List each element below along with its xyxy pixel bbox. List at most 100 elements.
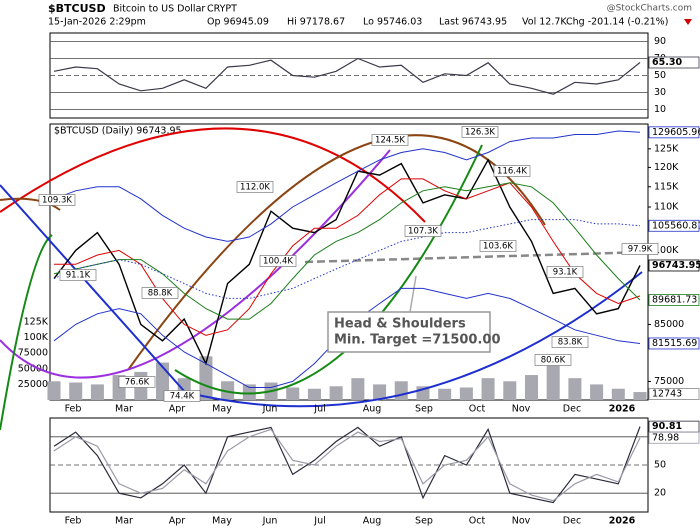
panel-frame [49,123,649,401]
price-label-box [551,336,589,348]
symbol: $BTCUSD [48,2,106,15]
price-label: 76.6K [125,378,150,388]
y-tick-label: 125K [654,143,679,154]
note-line: Min. Target =71500.00 [334,333,501,348]
last-value-label: 129605.96 [652,127,700,138]
price-label-box [38,194,76,206]
price-label: 112.0K [240,183,270,193]
last-value-box [648,337,700,350]
price-label-box [371,134,409,146]
volume-bar [611,388,625,400]
volume-bar [568,378,582,400]
x-tick-label: Dec [563,404,581,415]
exchange: CRYPT [207,4,237,15]
price-label: 100.4K [263,257,293,267]
x-tick-label: Jun [262,516,278,527]
price-label: 124.5K [375,136,405,146]
y-tick-label: 90 [654,36,666,47]
price-label-box [118,376,156,388]
quote-field: Chg -201.14 (-0.21%) [566,17,668,28]
x-tick-label: Feb [65,404,82,415]
last-value-label: 105560.81 [652,220,700,231]
volume-bar [69,382,83,400]
x-tick-label: Apr [169,404,186,415]
price-label-box [259,255,297,267]
price-label-box [236,181,274,193]
volume-tick-label: 75000 [18,348,48,359]
x-tick-label: Feb [65,516,82,527]
price-label-box [621,243,659,255]
instrument-name: Bitcoin to US Dollar [113,4,205,15]
x-tick-label: Aug [363,404,382,415]
y-tick-label: 85000 [654,319,684,330]
x-tick-label: Mar [115,516,133,527]
series-line [54,178,641,336]
watermark: @StockCharts.com [607,4,692,14]
price-label: 126.3K [465,128,495,138]
series-line [53,219,641,299]
date: 15-Jan-2026 2:29pm [48,17,146,28]
volume-bar [351,378,365,400]
price-label: 80.6K [541,356,566,366]
volume-bar [47,381,61,400]
y-tick-label: 30 [654,87,666,98]
quote-field: Vol 12.7K [522,17,567,28]
volume-bar [590,384,604,400]
note-line: Head & Shoulders [334,317,466,332]
volume-bar [199,356,213,400]
y-tick-label: 110K [654,202,679,213]
volume-bar [242,384,256,400]
arc [0,197,61,211]
series-line [53,158,641,366]
series-line [53,428,641,502]
y-tick-label: 50 [654,70,666,81]
price-label: 107.3K [408,227,438,237]
x-tick-label: Apr [169,516,186,527]
quote-field: Last 96743.95 [439,17,507,28]
y-tick-label: 10 [654,104,666,115]
price-label: 74.4K [170,392,195,402]
down-arrow [684,19,692,25]
volume-bar [438,388,452,400]
arc [0,234,53,431]
y-tick-label: 50 [654,460,666,471]
last-value-label: 90.81 [652,421,682,432]
y-tick-label: 75000 [654,376,684,387]
x-tick-label: Jul [313,404,325,415]
volume-bar [459,387,473,400]
x-tick-label: 2026 [609,404,636,415]
last-value-box [648,388,700,400]
price-label: 97.9K [628,245,653,255]
last-value-box [648,294,700,306]
x-tick-label: Oct [469,404,486,415]
x-tick-label: Nov [512,516,531,527]
volume-bar [373,384,387,400]
y-tick-label: 115K [654,181,679,192]
note-box [327,311,491,353]
price-label: 83.8K [558,338,583,348]
volume-bar [394,381,408,400]
x-tick-label: Aug [363,516,382,527]
volume-bar [546,365,560,400]
volume-bar [524,375,538,400]
last-value-label: 65.30 [652,57,682,68]
price-label-box [461,126,499,138]
pointer [409,275,417,313]
neckline [304,250,649,264]
price-label-box [546,266,584,278]
series-line [53,130,641,242]
volume-tick-label: 125K [24,317,49,328]
series-line [53,57,641,95]
price-label-box [163,390,201,402]
x-tick-label: Jul [313,516,325,527]
arc [0,127,426,223]
volume-bar [221,381,235,400]
volume-bar [481,378,495,400]
y-tick-label: 120K [654,162,679,173]
x-tick-label: Mar [115,404,133,415]
price-label-box [479,240,517,252]
last-value-box [648,431,700,444]
last-value-label: 81515.69 [652,338,697,349]
